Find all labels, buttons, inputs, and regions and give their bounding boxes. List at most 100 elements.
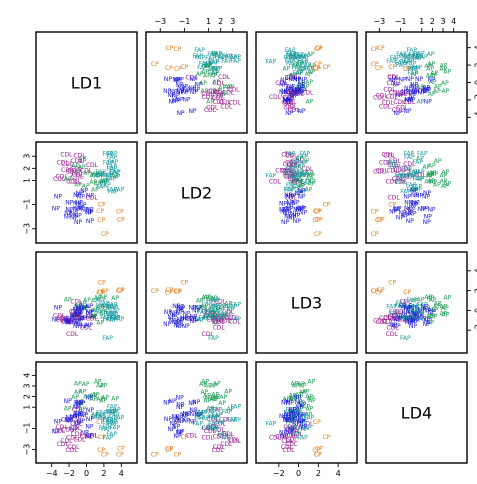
point-label-fap: FAP [108,408,119,415]
point-label-cp: CP [116,451,124,458]
point-label-cp: CP [165,65,173,72]
point-label-np: NP [175,320,183,327]
point-label-fap: FAP [227,54,238,61]
point-label-cdl: CDL [219,417,232,424]
point-label-fap: FAP [396,300,407,307]
point-label-fap: FAP [414,315,425,322]
point-label-np: NP [294,86,302,93]
point-label-np: NP [189,314,197,321]
point-label-fap: FAP [290,54,301,61]
point-label-ap: AP [196,411,204,418]
point-label-cp: CP [151,451,159,458]
point-label-cdl: CDL [288,172,301,179]
point-label-np: NP [394,317,402,324]
point-label-ap: AP [306,98,314,105]
point-label-np: NP [293,395,301,402]
point-label-cdl: CDL [61,161,74,168]
point-label-cp: CP [314,61,322,68]
point-label-cdl: CDL [373,168,386,175]
point-label-ap: AP [295,178,303,185]
point-label-ap: AP [440,172,448,179]
point-label-ap: AP [79,158,87,165]
point-label-cdl: CDL [69,179,82,186]
point-label-np: NP [182,311,190,318]
x-tick-label: −2 [63,469,75,478]
point-label-fap: FAP [106,431,117,438]
point-label-fap: FAP [412,55,423,62]
point-label-np: NP [176,304,184,311]
point-label-cdl: CDL [214,90,227,97]
point-label-np: NP [78,202,86,209]
point-label-fap: FAP [298,172,309,179]
point-label-fap: FAP [286,61,297,68]
point-label-fap: FAP [407,308,418,315]
point-label-fap: FAP [212,412,223,419]
point-label-ap: AP [213,88,221,95]
point-label-np: NP [169,318,177,325]
point-label-fap: FAP [286,425,297,432]
point-label-np: NP [52,317,60,324]
point-label-np: NP [85,309,93,316]
point-label-cdl: CDL [70,166,83,173]
point-label-np: NP [167,92,175,99]
point-label-fap: FAP [100,182,111,189]
point-label-fap: FAP [290,55,301,62]
point-label-np: NP [410,315,418,322]
point-label-ap: AP [212,320,220,327]
point-label-np: NP [418,206,426,213]
point-label-fap: FAP [207,314,218,321]
point-label-ap: AP [416,307,424,314]
point-label-ap: AP [111,295,119,302]
point-label-cdl: CDL [388,195,401,202]
point-label-fap: FAP [212,66,223,73]
point-label-fap: FAP [299,150,310,157]
point-label-cdl: CDL [213,433,226,440]
point-label-np: NP [175,97,183,104]
point-label-ap: AP [424,63,432,70]
point-label-cdl: CDL [404,89,417,96]
point-label-ap: AP [204,383,212,390]
point-label-ap: AP [224,300,232,307]
point-label-ap: AP [283,170,291,177]
point-label-fap: FAP [199,415,210,422]
point-label-cdl: CDL [208,88,221,95]
point-label-fap: FAP [286,54,297,61]
point-label-np: NP [80,188,88,195]
point-label-fap: FAP [414,51,425,58]
point-label-np: NP [74,421,82,428]
y-tick-label: −3 [23,223,32,235]
y-tick-label: −3 [23,444,32,456]
point-label-np: NP [401,310,409,317]
x-tick-label: −1 [395,17,407,26]
point-label-fap: FAP [99,179,110,186]
point-label-ap: AP [442,169,450,176]
point-label-cp: CP [312,65,320,72]
point-label-np: NP [176,404,184,411]
point-label-fap: FAP [406,65,417,72]
point-label-cdl: CDL [403,317,416,324]
point-label-np: NP [282,415,290,422]
point-label-fap: FAP [107,301,118,308]
point-label-ap: AP [78,307,86,314]
point-label-ap: AP [433,303,441,310]
point-label-np: NP [182,316,190,323]
point-label-np: NP [297,82,305,89]
point-label-cdl: CDL [399,90,412,97]
point-label-np: NP [169,421,177,428]
point-label-cp: CP [323,434,331,441]
point-label-ap: AP [305,71,313,78]
point-label-fap: FAP [209,60,220,67]
point-label-cdl: CDL [399,166,412,173]
point-label-np: NP [288,92,296,99]
point-label-cdl: CDL [379,315,392,322]
point-label-fap: FAP [109,412,120,419]
point-label-ap: AP [289,179,297,186]
y-tick-label: 2 [474,288,477,293]
point-label-np: NP [85,208,93,215]
point-label-cp: CP [315,45,323,52]
point-label-np: NP [410,305,418,312]
point-label-fap: FAP [406,316,417,323]
point-label-cdl: CDL [275,433,288,440]
point-label-ap: AP [92,171,100,178]
point-label-np: NP [279,429,287,436]
